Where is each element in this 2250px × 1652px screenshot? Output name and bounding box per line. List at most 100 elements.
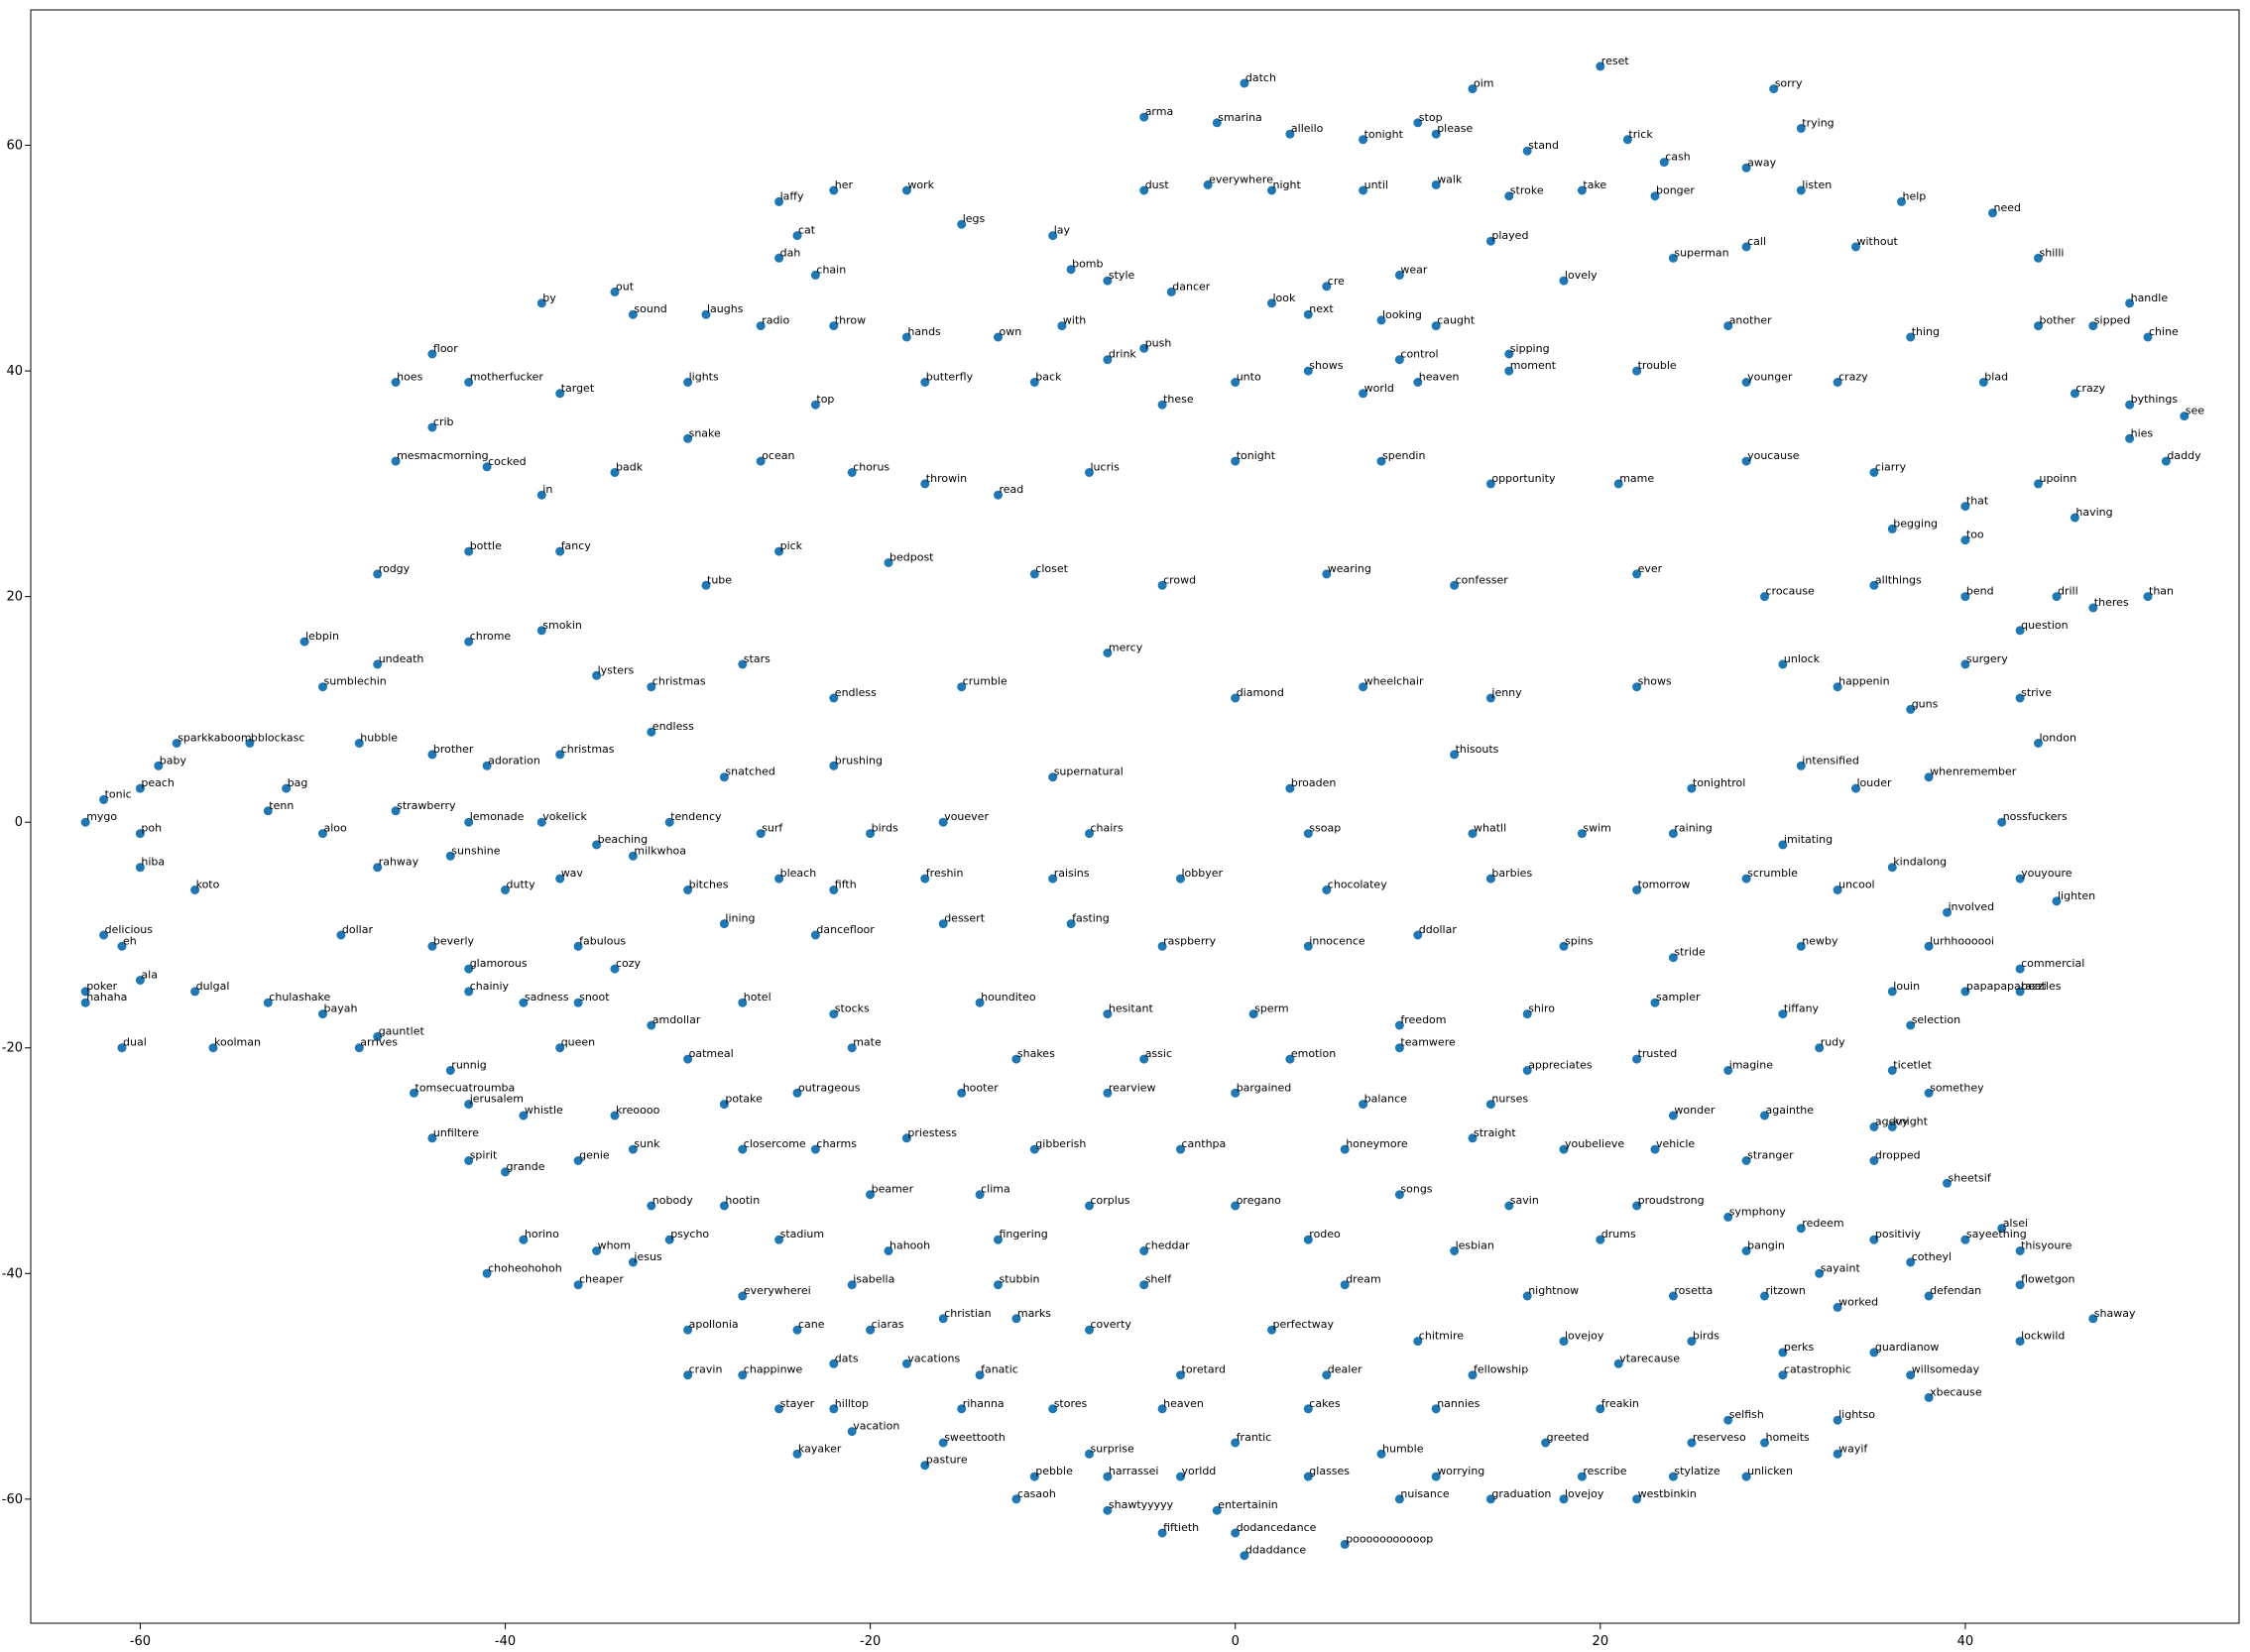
x-tick-label: -40 [495,1634,516,1648]
point-label: lysters [598,663,635,676]
scatter-point [1869,1348,1879,1357]
point-label: drill [2058,585,2078,598]
point-label: ever [1638,562,1663,575]
scatter-point [80,987,90,997]
scatter-point [1231,378,1241,387]
point-label: fiftieth [1163,1521,1199,1534]
point-label: outrageous [798,1081,861,1094]
scatter-point [1322,885,1332,894]
y-tick-label: 20 [6,590,23,605]
scatter-point [1085,829,1094,839]
point-label: broaden [1291,776,1336,789]
scatter-point [994,490,1003,500]
scatter-point [810,270,820,280]
scatter-point [1359,1100,1368,1110]
y-axis: -60 -40 -20 0 20 40 60 [2,139,31,1507]
point-label: wearing [1328,562,1371,575]
scatter-point [1376,315,1386,325]
point-label: her [835,178,854,191]
point-label: without [1857,235,1899,248]
point-label: handle [2131,292,2169,304]
point-label: commercial [2021,957,2084,970]
point-label: koto [196,879,220,891]
point-label: heaven [1419,371,1460,384]
scatter-point [1522,1009,1532,1019]
scatter-point [482,1268,492,1278]
scatter-point [1668,1472,1678,1481]
scatter-point [1943,1178,1952,1188]
scatter-point [592,670,602,680]
point-label: vokelick [542,810,587,823]
scatter-point [573,1156,583,1165]
point-label: whatll [1474,822,1506,835]
scatter-point [1267,185,1276,195]
scatter-point [829,693,839,703]
scatter-point [1450,580,1460,590]
point-label: hesitant [1109,1003,1154,1015]
point-label: youyoure [2021,867,2072,880]
point-label: wear [1400,263,1428,276]
scatter-point [555,750,565,760]
scatter-point [610,468,620,477]
point-label: chrome [470,630,512,643]
scatter-point [1924,1392,1934,1402]
scatter-point [1632,682,1642,692]
scatter-point [1376,456,1386,466]
point-label: push [1145,336,1172,349]
scatter-point [1303,829,1313,839]
point-label: surf [762,822,783,835]
point-label: sampler [1656,991,1701,1003]
point-label: radio [762,314,789,327]
point-label: unlock [1784,652,1821,665]
point-label: dodancedance [1237,1521,1317,1534]
scatter-point [2088,603,2098,613]
scatter-point [920,479,930,489]
point-label: too [1966,529,1984,541]
point-label: bblockasc [251,732,305,745]
scatter-point [2015,626,2025,636]
point-label: back [1035,371,1062,384]
point-label: mesmacmorning [397,449,488,462]
scatter-point [318,1009,327,1019]
scatter-point [1157,1528,1167,1538]
scatter-point [829,1404,839,1414]
scatter-point [1778,840,1788,850]
scatter-point [610,1111,620,1121]
scatter-point [1541,1438,1551,1448]
scatter-point [2125,298,2135,308]
point-label: style [1109,269,1135,282]
point-label: surprise [1091,1442,1135,1455]
scatter-point [1943,907,1952,917]
scatter-point [410,1088,418,1098]
scatter-point [1066,919,1076,929]
scatter-point [1303,1235,1313,1244]
scatter-point [610,964,620,974]
point-label: rodeo [1309,1228,1341,1240]
scatter-point [738,1370,748,1380]
point-label: bitches [689,879,729,891]
scatter-point [1485,874,1495,884]
scatter-point [664,817,674,827]
point-label: bother [2040,314,2076,327]
point-label: youbelieve [1565,1137,1624,1150]
scatter-point [1668,1291,1678,1301]
scatter-point [427,1133,437,1143]
point-label: nightnow [1528,1284,1579,1297]
scatter-point [391,806,401,816]
point-label: fifth [835,879,857,891]
scatter-point [829,1009,839,1019]
scatter-point [1340,1539,1350,1549]
point-label: superman [1674,246,1728,259]
scatter-point [1157,1404,1167,1414]
scatter-point [1796,124,1806,133]
point-label: ssoap [1309,822,1341,835]
scatter-point [1485,236,1495,246]
point-label: night [1273,178,1302,191]
scatter-point [2015,964,2025,974]
scatter-point [2015,1280,2025,1290]
scatter-point [1796,185,1806,195]
scatter-point [1815,1043,1825,1053]
point-label: bonger [1656,184,1695,197]
point-label: hies [2131,426,2154,439]
